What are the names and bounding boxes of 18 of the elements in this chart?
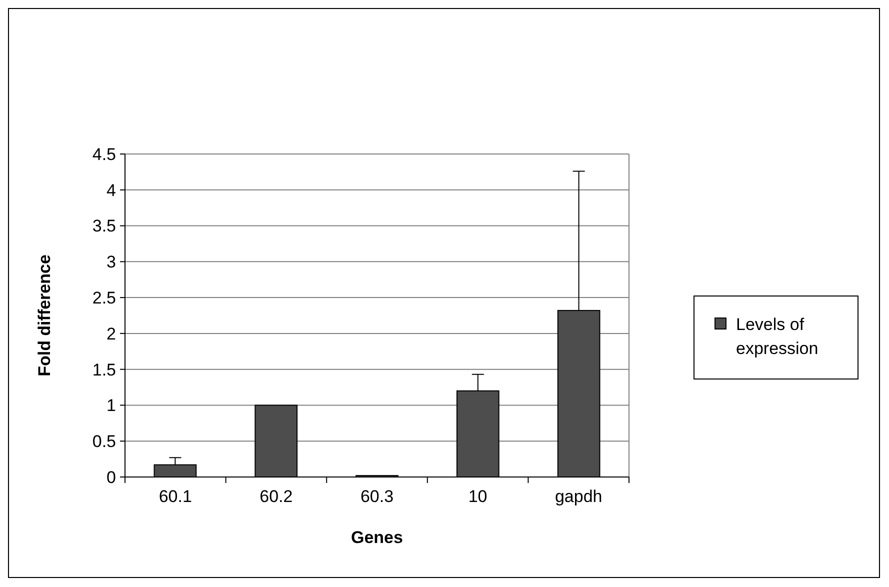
y-tick-label: 1.5 [92, 360, 116, 380]
y-tick-label: 4 [106, 180, 116, 200]
y-tick-label: 3 [106, 252, 116, 272]
y-tick-label: 2 [106, 324, 116, 344]
y-axis-title: Fold difference [35, 254, 54, 376]
y-tick-label: 4.5 [92, 144, 116, 164]
y-tick-label: 3.5 [92, 216, 116, 236]
legend-label: Levels of expression [736, 315, 818, 358]
x-tick-label: 60.2 [260, 487, 293, 506]
x-tick-label: 60.1 [158, 487, 192, 506]
x-tick-label: gapdh [554, 487, 602, 506]
x-tick-label: 10 [468, 487, 488, 506]
x-tick-label: 60.3 [360, 487, 394, 506]
y-tick-label: 0 [106, 468, 116, 487]
x-axis-title: Genes [351, 528, 403, 547]
y-tick-label: 1 [106, 396, 116, 416]
y-tick-label: 0.5 [92, 432, 116, 452]
y-tick-label: 2.5 [92, 288, 116, 308]
